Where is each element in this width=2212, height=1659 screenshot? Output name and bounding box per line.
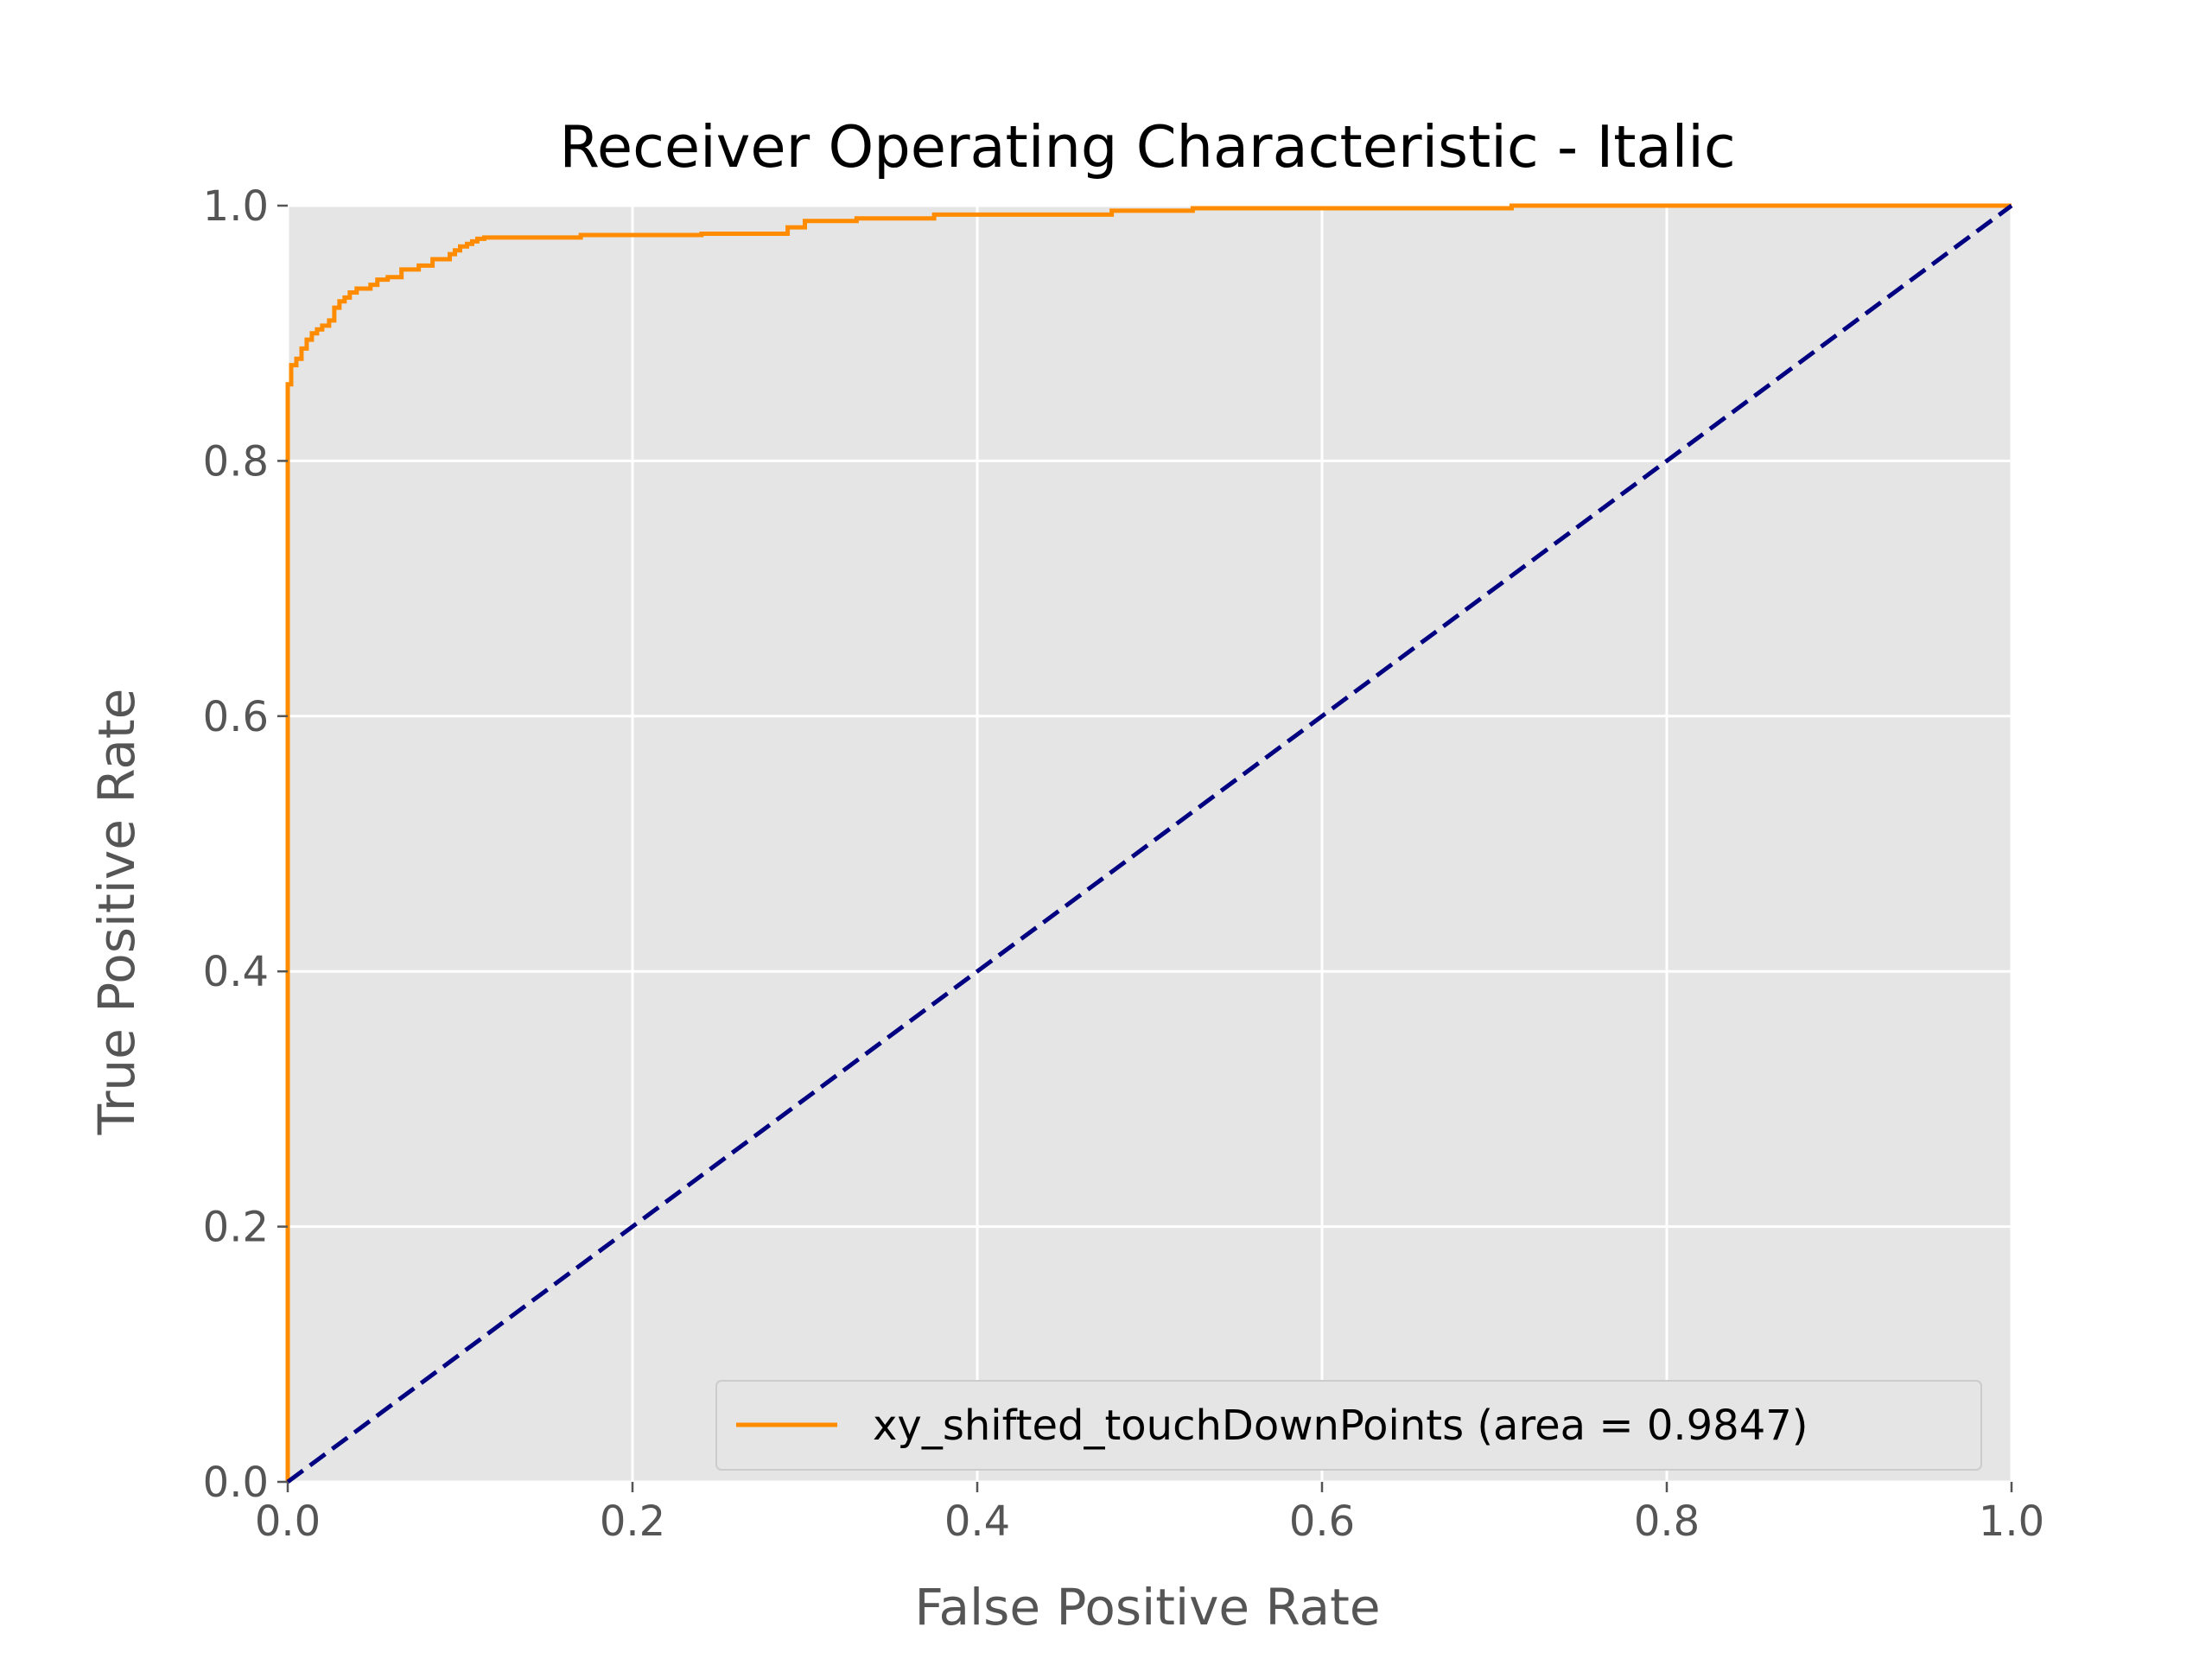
y-tick-label: 0.2 bbox=[203, 1204, 269, 1252]
x-tick-label: 0.0 bbox=[255, 1497, 321, 1546]
x-tick-label: 0.2 bbox=[600, 1497, 665, 1546]
x-axis-label: False Positive Rate bbox=[914, 1578, 1380, 1637]
y-tick-label: 0.4 bbox=[203, 948, 269, 996]
legend-box bbox=[715, 1380, 1982, 1471]
roc-curve-line bbox=[285, 203, 2012, 1482]
legend: xy_shifted_touchDownPoints (area = 0.984… bbox=[715, 1380, 1982, 1471]
series-lines bbox=[285, 203, 2013, 1484]
legend-label-roc: xy_shifted_touchDownPoints (area = 0.984… bbox=[873, 1402, 1808, 1450]
x-tick-label: 0.4 bbox=[944, 1497, 1010, 1546]
reference-diagonal-line bbox=[286, 203, 2013, 1484]
y-tick-label: 0.6 bbox=[203, 693, 269, 741]
x-tick-label: 0.6 bbox=[1289, 1497, 1355, 1546]
chart-title: Receiver Operating Characteristic - Ital… bbox=[559, 113, 1735, 181]
y-tick-label: 1.0 bbox=[203, 182, 269, 231]
x-tick-label: 0.8 bbox=[1634, 1497, 1700, 1546]
y-tick-label: 0.0 bbox=[203, 1459, 269, 1507]
grid-lines bbox=[286, 204, 2013, 1484]
y-axis-label: True Positive Rate bbox=[87, 689, 146, 1136]
x-tick-label: 1.0 bbox=[1979, 1497, 2044, 1546]
axis-ticks: 0.0 0.2 0.4 0.6 0.8 1.0 0.0 0.2 0.4 0.6 0.8 1.0 bbox=[203, 182, 2045, 1546]
y-tick-label: 0.8 bbox=[203, 437, 269, 486]
